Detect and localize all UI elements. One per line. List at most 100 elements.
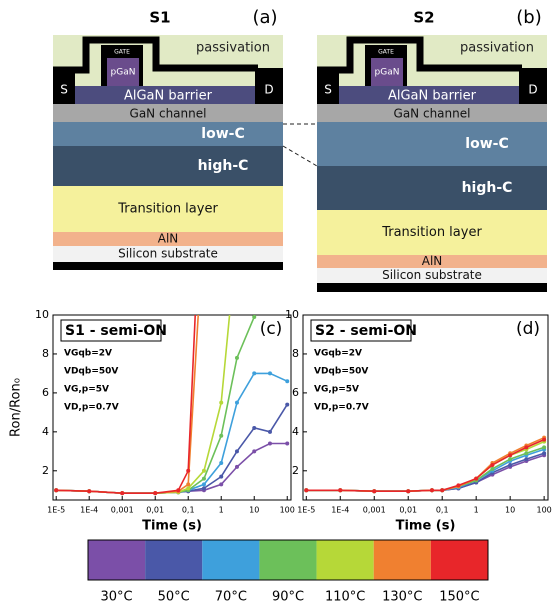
data-point	[235, 356, 239, 360]
source-label: S	[324, 83, 332, 97]
y-tick-label: 6	[42, 386, 49, 399]
pgan-label: pGaN	[111, 68, 136, 78]
high-c-label: high-C	[198, 158, 249, 174]
condition-label: VD,p=0.7V	[314, 403, 369, 413]
x-tick-label: 100	[536, 506, 551, 515]
legend-swatch	[202, 540, 259, 580]
x-tick-label: 1E-5	[47, 506, 65, 515]
diagram-title: S1	[149, 9, 170, 27]
condition-label: VGqb=2V	[314, 349, 362, 359]
data-point	[406, 489, 410, 493]
y-tick-label: 4	[42, 425, 49, 438]
data-point	[202, 477, 206, 481]
data-point	[508, 463, 512, 467]
x-tick-label: 100	[280, 506, 295, 515]
x-axis-label: Time (s)	[396, 519, 456, 534]
panel-label: (b)	[516, 7, 541, 28]
data-point	[252, 426, 256, 430]
y-tick-label: 8	[292, 347, 299, 360]
x-tick-label: 10	[505, 506, 515, 515]
high-c-layer	[317, 166, 547, 210]
source-label: S	[60, 83, 68, 97]
high-c-label: high-C	[462, 180, 513, 196]
data-point	[268, 371, 272, 375]
data-point	[252, 371, 256, 375]
diagram-title: S2	[413, 9, 434, 27]
gate-label: GATE	[378, 49, 394, 56]
data-point	[176, 488, 180, 492]
data-point	[508, 457, 512, 461]
legend-swatch	[317, 540, 374, 580]
data-point	[252, 315, 256, 319]
legend-label: 130°C	[382, 590, 422, 605]
data-point	[202, 486, 206, 490]
legend-swatch	[88, 540, 145, 580]
condition-label: VDqb=50V	[314, 367, 368, 377]
data-point	[219, 434, 223, 438]
plot-area	[304, 436, 546, 494]
condition-label: VG,p=5V	[64, 385, 109, 395]
low-c-label: low-C	[465, 136, 508, 152]
data-point	[490, 467, 494, 471]
data-point	[219, 461, 223, 465]
data-point	[542, 451, 546, 455]
channel-label: GaN channel	[394, 107, 471, 121]
data-point	[372, 489, 376, 493]
x-tick-label: 0,001	[363, 506, 386, 515]
y-tick-label: 10	[285, 308, 299, 321]
drain-label: D	[528, 83, 537, 97]
figure: S1(a)passivationGATEpGaNSDAlGaN barrierG…	[0, 0, 554, 609]
legend-label: 30°C	[101, 590, 133, 605]
aln-label: AlN	[422, 254, 443, 268]
condition-label: VDqb=50V	[64, 367, 118, 377]
data-point	[153, 491, 157, 495]
x-tick-label: 0,1	[436, 506, 449, 515]
y-tick-label: 10	[35, 308, 49, 321]
low-c-label: low-C	[201, 126, 244, 142]
data-point	[474, 477, 478, 481]
barrier-label: AlGaN barrier	[388, 89, 477, 104]
data-point	[304, 488, 308, 492]
data-point	[186, 486, 190, 490]
x-tick-label: 1E-5	[297, 506, 315, 515]
high-c-layer	[53, 146, 283, 186]
passivation-label: passivation	[460, 41, 534, 56]
barrier-label: AlGaN barrier	[124, 89, 213, 104]
x-tick-label: 0,01	[399, 506, 417, 515]
data-point	[285, 379, 289, 383]
data-point	[219, 401, 223, 405]
x-axis-label: Time (s)	[142, 519, 202, 534]
condition-label: VD,p=0.7V	[64, 403, 119, 413]
x-tick-label: 10	[249, 506, 259, 515]
x-tick-label: 1E-4	[80, 506, 98, 515]
legend-label: 90°C	[272, 590, 304, 605]
pgan-label: pGaN	[375, 68, 400, 78]
panel-label: (d)	[516, 319, 540, 339]
substrate-base	[53, 262, 283, 270]
passivation-label: passivation	[196, 41, 270, 56]
x-tick-label: 0,001	[111, 506, 134, 515]
panel-label: (a)	[252, 7, 277, 28]
data-point	[219, 475, 223, 479]
substrate-base	[317, 283, 547, 292]
panel-label: (c)	[260, 319, 283, 339]
y-tick-label: 4	[292, 425, 299, 438]
series-line	[56, 237, 237, 493]
data-point	[235, 465, 239, 469]
legend-swatch	[145, 540, 202, 580]
data-point	[252, 449, 256, 453]
connector	[283, 146, 317, 166]
annotation-title: S2 - semi-ON	[315, 323, 417, 339]
substrate-label: Silicon substrate	[118, 247, 218, 261]
condition-label: VG,p=5V	[314, 385, 359, 395]
legend-label: 110°C	[325, 590, 365, 605]
data-point	[285, 403, 289, 407]
y-tick-label: 6	[292, 386, 299, 399]
substrate-label: Silicon substrate	[382, 268, 482, 282]
condition-label: VGqb=2V	[64, 349, 112, 359]
data-point	[440, 488, 444, 492]
low-c-layer	[317, 122, 547, 166]
series-line	[56, 405, 287, 494]
data-point	[542, 438, 546, 442]
x-tick-label: 1	[219, 506, 224, 515]
